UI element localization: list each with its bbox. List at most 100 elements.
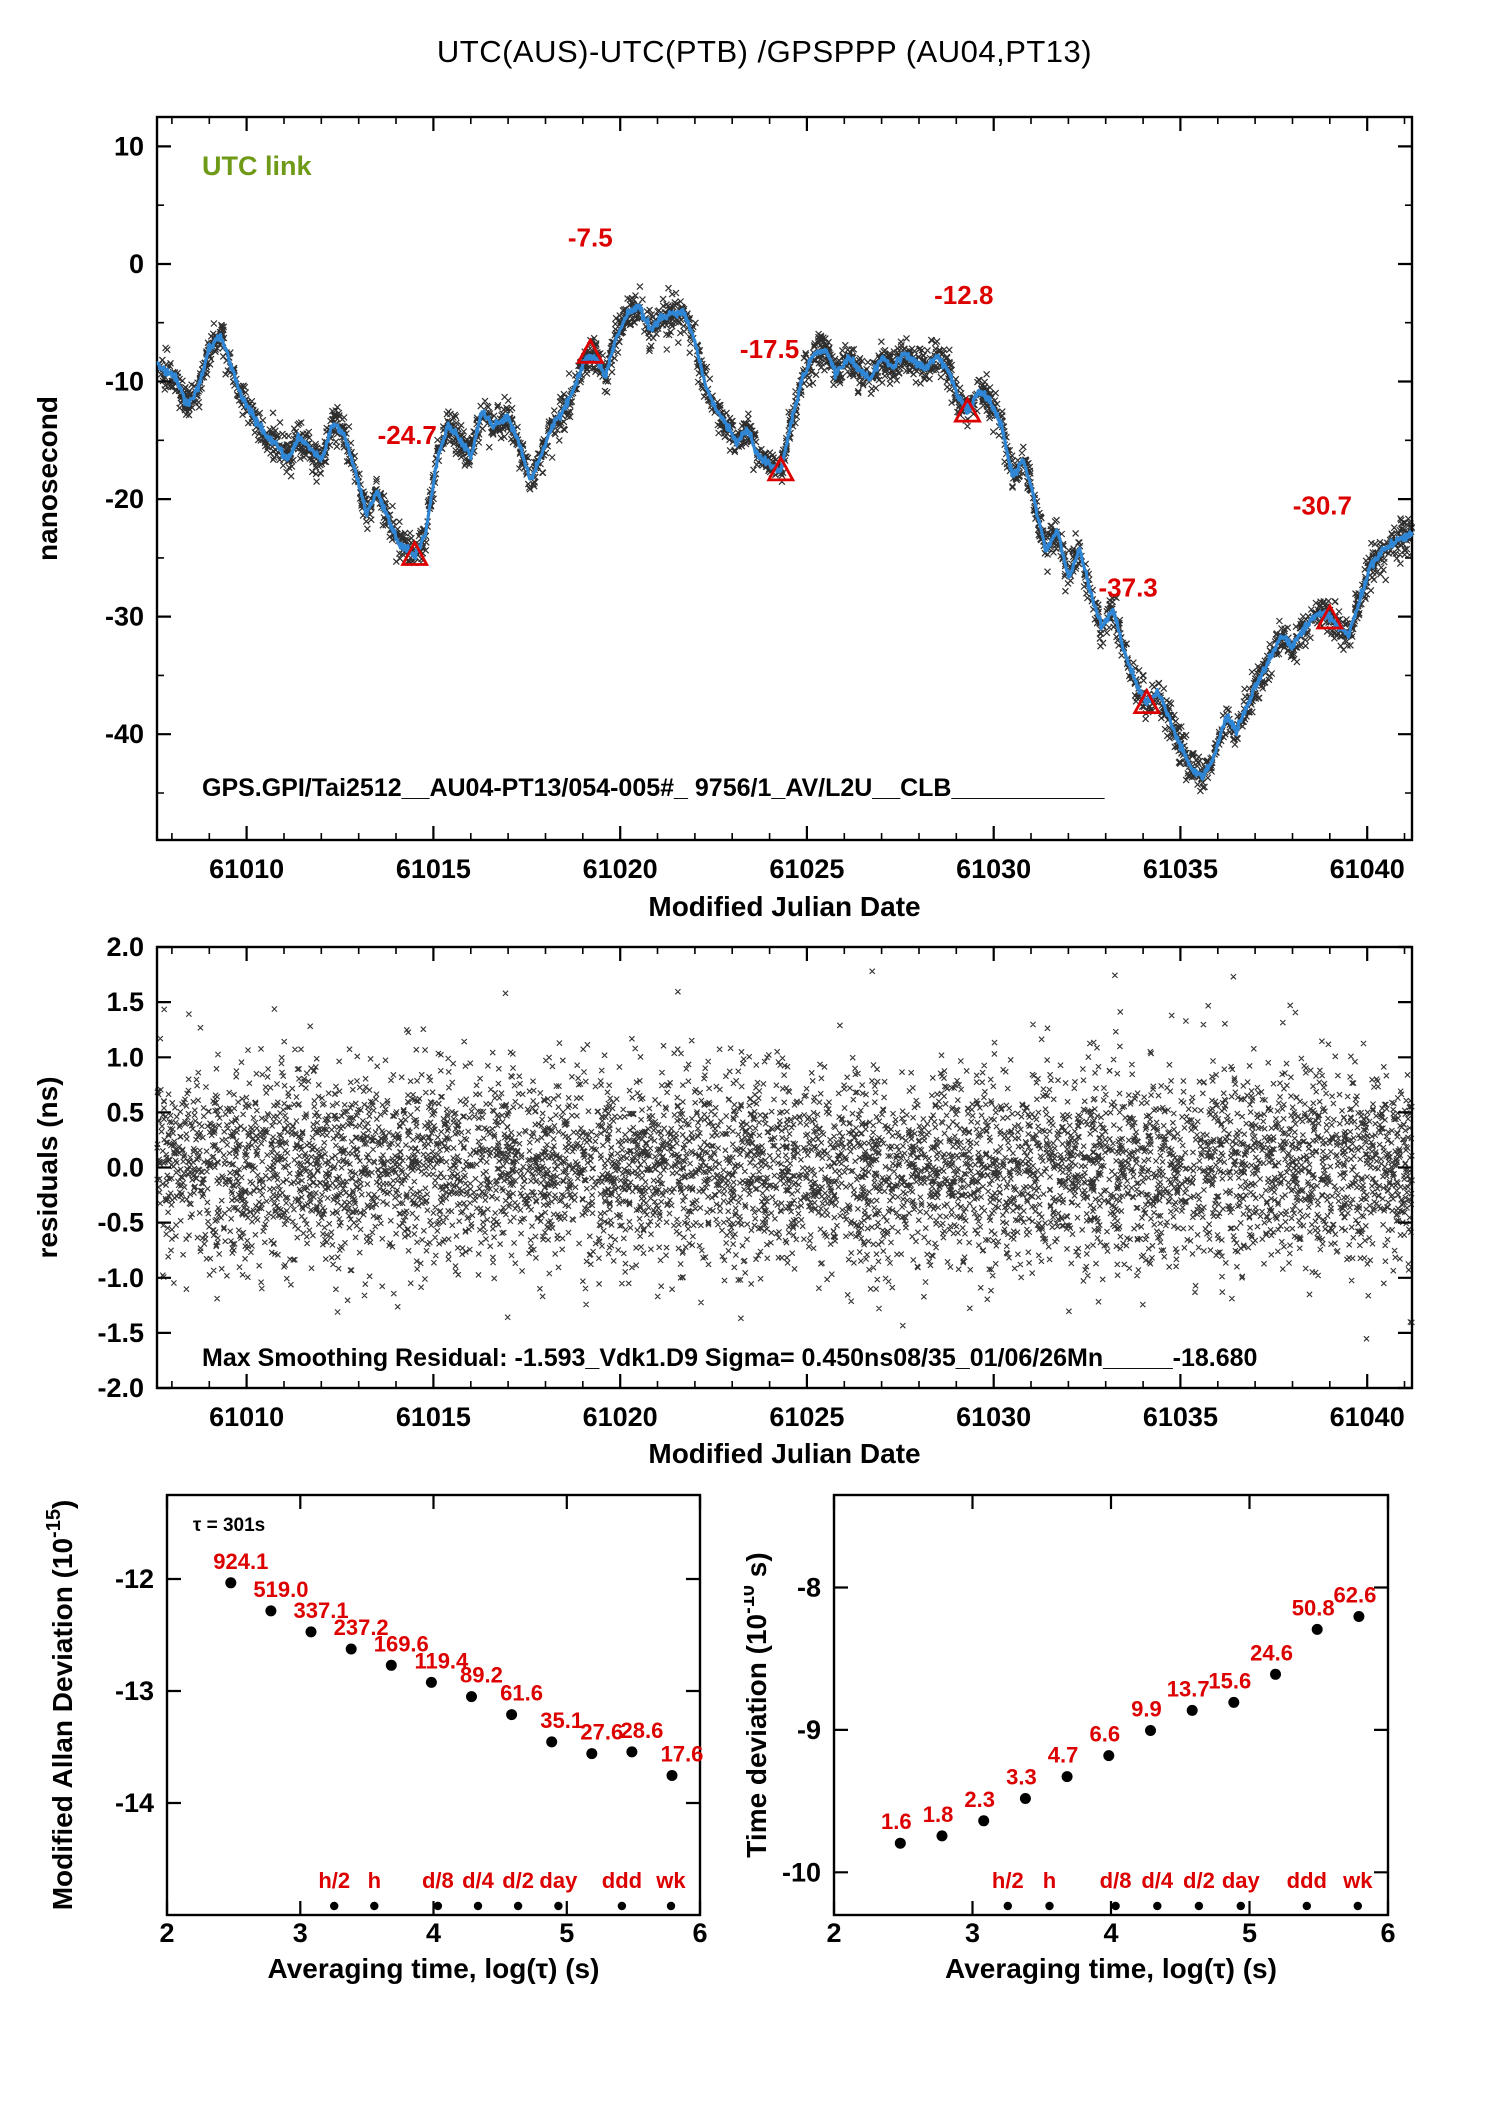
deviation-value-label: 27.6 bbox=[580, 1720, 623, 1745]
x-tick-label: 2 bbox=[826, 1918, 841, 1948]
x-tick-label: 2 bbox=[159, 1918, 174, 1948]
y-axis-title: Modified Allan Deviation (10-15) bbox=[43, 1500, 78, 1911]
tau-mark-label: d/4 bbox=[462, 1868, 495, 1893]
calibration-marker-label: -30.7 bbox=[1293, 490, 1352, 520]
x-tick-label: 61010 bbox=[209, 854, 284, 884]
y-tick-label: -9 bbox=[797, 1715, 821, 1745]
tau-mark-label: wk bbox=[655, 1868, 686, 1893]
y-axis-title: Time deviation (10-10 s) bbox=[744, 1552, 772, 1857]
y-tick-label: 0.5 bbox=[106, 1097, 144, 1127]
x-tick-label: 4 bbox=[426, 1918, 441, 1948]
deviation-value-label: 6.6 bbox=[1089, 1722, 1120, 1747]
x-tick-label: 5 bbox=[559, 1918, 574, 1948]
y-tick-label: -30 bbox=[105, 602, 144, 632]
tau-mark-label: day bbox=[1222, 1868, 1261, 1893]
x-tick-label: 61030 bbox=[956, 1402, 1031, 1432]
deviation-value-label: 2.3 bbox=[964, 1787, 995, 1812]
x-tick-label: 5 bbox=[1242, 1918, 1257, 1948]
y-tick-label: 0 bbox=[129, 249, 144, 279]
utc-link-label: UTC link bbox=[202, 151, 312, 181]
y-axis-title: nanosecond bbox=[32, 396, 63, 561]
deviation-value-label: 1.8 bbox=[923, 1802, 954, 1827]
deviation-value-label: 28.6 bbox=[620, 1718, 663, 1743]
x-tick-label: 61020 bbox=[583, 1402, 658, 1432]
tau-mark-label: h/2 bbox=[318, 1868, 350, 1893]
y-tick-label: 1.5 bbox=[106, 987, 144, 1017]
x-tick-label: 3 bbox=[293, 1918, 308, 1948]
x-tick-label: 61035 bbox=[1143, 1402, 1218, 1432]
deviation-value-label: 237.2 bbox=[334, 1615, 389, 1640]
y-tick-label: -40 bbox=[105, 719, 144, 749]
calibration-marker-label: -37.3 bbox=[1098, 573, 1157, 603]
x-tick-label: 3 bbox=[965, 1918, 980, 1948]
tau-mark-label: d/8 bbox=[422, 1868, 454, 1893]
x-axis-title: Modified Julian Date bbox=[648, 1438, 920, 1469]
y-tick-label: 2.0 bbox=[106, 932, 144, 962]
x-tick-label: 61030 bbox=[956, 854, 1031, 884]
x-tick-label: 61040 bbox=[1330, 854, 1405, 884]
tau-mark-label: wk bbox=[1342, 1868, 1373, 1893]
x-axis-title: Averaging time, log(τ) (s) bbox=[945, 1953, 1277, 1984]
x-tick-label: 61010 bbox=[209, 1402, 284, 1432]
y-tick-label: -8 bbox=[797, 1573, 821, 1603]
deviation-value-label: 337.1 bbox=[294, 1598, 349, 1623]
y-tick-label: -20 bbox=[105, 484, 144, 514]
y-tick-label: -12 bbox=[115, 1564, 154, 1594]
deviation-value-label: 17.6 bbox=[661, 1742, 704, 1767]
deviation-value-label: 13.7 bbox=[1167, 1676, 1210, 1701]
x-tick-label: 61025 bbox=[769, 1402, 844, 1432]
x-tick-label: 61015 bbox=[396, 1402, 471, 1432]
tau-mark-label: d/8 bbox=[1100, 1868, 1132, 1893]
page-title: UTC(AUS)-UTC(PTB) /GPSPPP (AU04,PT13) bbox=[436, 34, 1093, 69]
x-tick-label: 61040 bbox=[1330, 1402, 1405, 1432]
deviation-value-label: 62.6 bbox=[1334, 1583, 1377, 1608]
phase-difference-chart: 61010 61015 61020 61025 61030 61035 61040 10 0 -1… bbox=[32, 115, 1416, 920]
y-tick-label: -14 bbox=[115, 1788, 154, 1818]
x-tick-label: 61015 bbox=[396, 854, 471, 884]
y-tick-label: 0.0 bbox=[106, 1153, 144, 1183]
calibration-marker-label: -24.7 bbox=[378, 420, 437, 450]
x-tick-label: 6 bbox=[1380, 1918, 1395, 1948]
residual-stats-annotation: Max Smoothing Residual: -1.593_Vdk1.D9 S… bbox=[202, 1344, 1257, 1372]
residuals-chart: 61010 61015 61020 61025 61030 61035 61040 2.0 1.… bbox=[32, 932, 1415, 1469]
y-axis-title: residuals (ns) bbox=[32, 1076, 63, 1258]
y-tick-label: -1.5 bbox=[97, 1318, 144, 1348]
y-tick-label: -1.0 bbox=[97, 1263, 144, 1293]
deviation-value-label: 9.9 bbox=[1131, 1697, 1162, 1722]
calibration-marker-label: -12.8 bbox=[934, 280, 993, 310]
deviation-value-label: 4.7 bbox=[1048, 1743, 1079, 1768]
x-axis-title: Modified Julian Date bbox=[648, 891, 920, 920]
x-tick-label: 6 bbox=[692, 1918, 707, 1948]
deviation-value-label: 35.1 bbox=[540, 1708, 583, 1733]
y-tick-label: -2.0 bbox=[97, 1373, 144, 1403]
deviation-value-label: 924.1 bbox=[213, 1549, 268, 1574]
x-tick-label: 61020 bbox=[583, 854, 658, 884]
deviation-value-label: 519.0 bbox=[253, 1577, 308, 1602]
tau-mark-label: d/2 bbox=[1183, 1868, 1215, 1893]
tau-mark-label: h bbox=[1043, 1868, 1056, 1893]
deviation-value-label: 15.6 bbox=[1208, 1668, 1251, 1693]
tau-mark-label: day bbox=[539, 1868, 578, 1893]
y-tick-label: 1.0 bbox=[106, 1042, 144, 1072]
calibration-marker-label: -17.5 bbox=[740, 334, 799, 364]
deviation-value-label: 50.8 bbox=[1292, 1595, 1335, 1620]
deviation-value-label: 61.6 bbox=[500, 1681, 543, 1706]
y-tick-label: 10 bbox=[114, 131, 144, 161]
deviation-value-label: 89.2 bbox=[460, 1663, 503, 1688]
tau-mark-label: d/2 bbox=[502, 1868, 534, 1893]
tau-mark-label: d/4 bbox=[1141, 1868, 1174, 1893]
tau-mark-label: ddd bbox=[1287, 1868, 1327, 1893]
modified-allan-deviation-chart: 2 3 4 5 6 -12 -13 -14 Averaging time, log(τ) (s)… bbox=[43, 1493, 708, 1984]
x-tick-label: 61025 bbox=[769, 854, 844, 884]
calibration-marker-label: -7.5 bbox=[568, 222, 613, 252]
deviation-value-label: 3.3 bbox=[1006, 1764, 1037, 1789]
deviation-value-label: 24.6 bbox=[1250, 1640, 1293, 1665]
y-tick-label: -10 bbox=[105, 367, 144, 397]
tau-mark-label: ddd bbox=[602, 1868, 642, 1893]
tau-mark-label: h/2 bbox=[992, 1868, 1024, 1893]
tau-mark-label: h bbox=[368, 1868, 381, 1893]
x-tick-label: 4 bbox=[1103, 1918, 1118, 1948]
tau-note: τ = 301s bbox=[193, 1515, 265, 1536]
deviation-value-label: 1.6 bbox=[881, 1809, 912, 1834]
